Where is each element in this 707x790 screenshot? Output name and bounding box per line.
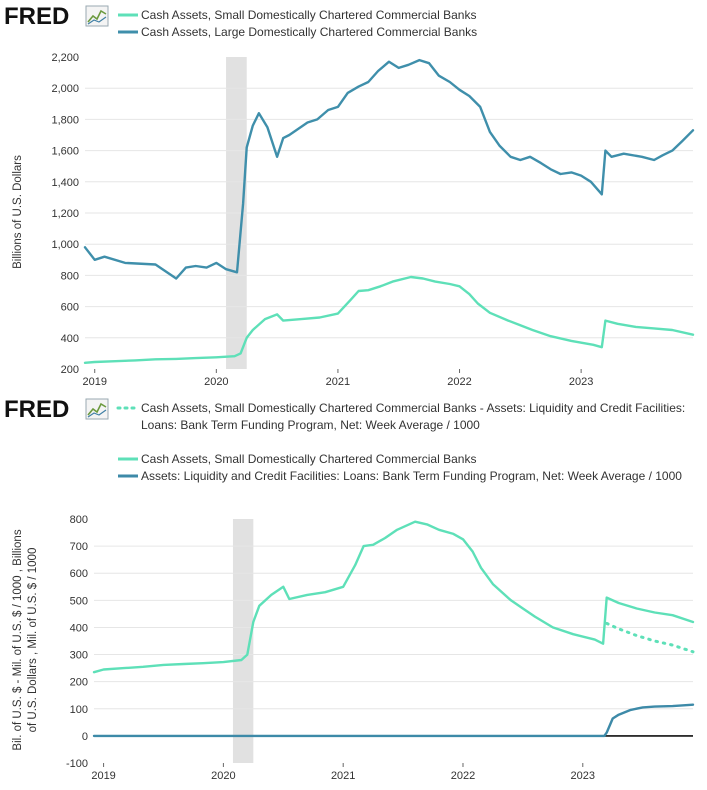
y-tick-label: 100	[70, 704, 88, 716]
series-line-0	[83, 275, 695, 364]
legend-item-formula: Cash Assets, Small Domestically Chartere…	[116, 401, 685, 432]
y-axis-label-2-line-2: of U.S. Dollars , Mil. of U.S. $ / 1000	[27, 548, 39, 733]
legend-label-small-2: Cash Assets, Small Domestically Chartere…	[141, 452, 476, 466]
y-axis-label-1: Billions of U.S. Dollars	[12, 155, 24, 269]
legend-item-btfp: Assets: Liquidity and Credit Facilities:…	[118, 469, 682, 483]
legend-label-btfp: Assets: Liquidity and Credit Facilities:…	[141, 469, 682, 483]
y-tick-label: 800	[70, 514, 88, 526]
x-tick-label: 2019	[82, 376, 106, 388]
x-tick-label: 2021	[331, 770, 355, 782]
chart-1-plot-area: 200 400 600 800 1,000 1,200 1,400 1,600 1,800 2,0…	[51, 52, 695, 388]
plot-background	[94, 519, 693, 763]
legend-item-small-banks-2: Cash Assets, Small Domestically Chartere…	[118, 452, 476, 466]
y-axis-label-2-line-1: Bil. of U.S. $ - Mil. of U.S. $ / 1000 ,…	[12, 529, 24, 750]
y-tick-label: -100	[66, 758, 88, 770]
fred-logo-2[interactable]: FRED	[4, 396, 109, 423]
fred-graph-icon	[85, 398, 109, 420]
recession-shading	[232, 519, 254, 763]
x-tick-label: 2019	[91, 770, 115, 782]
fred-logo-1[interactable]: FRED	[4, 3, 109, 30]
y-tick-label: 1,200	[51, 208, 79, 220]
chart-1: FRED Cash Assets, Small Domestically Cha…	[4, 3, 695, 388]
x-tick-label: 2020	[204, 376, 228, 388]
chart-2-legend: Cash Assets, Small Domestically Chartere…	[116, 401, 685, 483]
y-tick-label: 700	[70, 541, 88, 553]
y-tick-label: 400	[61, 333, 79, 345]
y-tick-label: 500	[70, 595, 88, 607]
y-tick-label: 2,200	[51, 52, 79, 64]
x-tick-label: 2022	[451, 770, 475, 782]
legend-label-large: Cash Assets, Large Domestically Chartere…	[141, 25, 477, 39]
legend-item-large-banks: Cash Assets, Large Domestically Chartere…	[118, 25, 477, 39]
y-tick-label: 400	[70, 622, 88, 634]
x-tick-label: 2021	[326, 376, 350, 388]
legend-label-formula-line-1: Cash Assets, Small Domestically Chartere…	[141, 401, 685, 415]
x-tick-label: 2023	[569, 376, 593, 388]
y-tick-label: 600	[61, 302, 79, 314]
x-tick-label: 2023	[571, 770, 595, 782]
series-line-1	[92, 520, 695, 674]
chart-2: FRED Cash Assets, Small Domestically Cha…	[4, 396, 695, 782]
y-tick-label: 200	[70, 677, 88, 689]
y-tick-label: 1,000	[51, 239, 79, 251]
series-line-1	[83, 58, 695, 280]
y-tick-label: 0	[82, 731, 88, 743]
series-line-2	[92, 703, 695, 738]
legend-item-small-banks: Cash Assets, Small Domestically Chartere…	[118, 8, 476, 22]
y-tick-label: 1,800	[51, 114, 79, 126]
y-tick-label: 1,400	[51, 177, 79, 189]
x-tick-label: 2020	[211, 770, 235, 782]
y-tick-label: 200	[61, 364, 79, 376]
y-tick-label: 300	[70, 650, 88, 662]
y-tick-label: 800	[61, 270, 79, 282]
y-tick-label: 600	[70, 568, 88, 580]
x-tick-label: 2022	[447, 376, 471, 388]
fred-logo-text: FRED	[4, 3, 69, 30]
legend-label-small: Cash Assets, Small Domestically Chartere…	[141, 8, 476, 22]
chart-1-legend: Cash Assets, Small Domestically Chartere…	[118, 8, 477, 39]
y-tick-label: 2,000	[51, 83, 79, 95]
chart-2-plot-area: -100 0 100 200 300 400 500 600 700 800 2019 2020 202…	[66, 514, 695, 782]
fred-graph-icon	[85, 5, 109, 27]
fred-logo-text: FRED	[4, 396, 69, 423]
legend-label-formula-line-2: Loans: Bank Term Funding Program, Net: W…	[141, 418, 480, 432]
y-tick-label: 1,600	[51, 146, 79, 158]
